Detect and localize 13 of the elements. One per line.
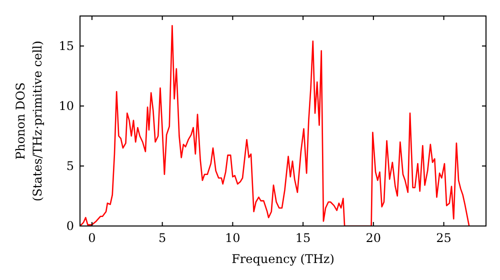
y-tick-label: 10 (58, 99, 74, 114)
x-axis-title: Frequency (THz) (232, 252, 334, 266)
y-tick-label: 5 (66, 159, 74, 174)
x-tick-label: 10 (225, 231, 240, 245)
y-tick-label: 15 (58, 39, 74, 54)
y-tick-label: 0 (66, 219, 74, 234)
x-tick-label: 5 (158, 231, 166, 245)
x-tick-label: 25 (436, 231, 452, 245)
x-tick-label: 0 (88, 231, 96, 245)
y-axis-title: Phonon DOS (States/THz·primitive cell) (14, 40, 44, 202)
line-series (80, 24, 470, 226)
x-tick-label: 20 (366, 231, 382, 245)
x-tick-label: 15 (295, 231, 311, 245)
